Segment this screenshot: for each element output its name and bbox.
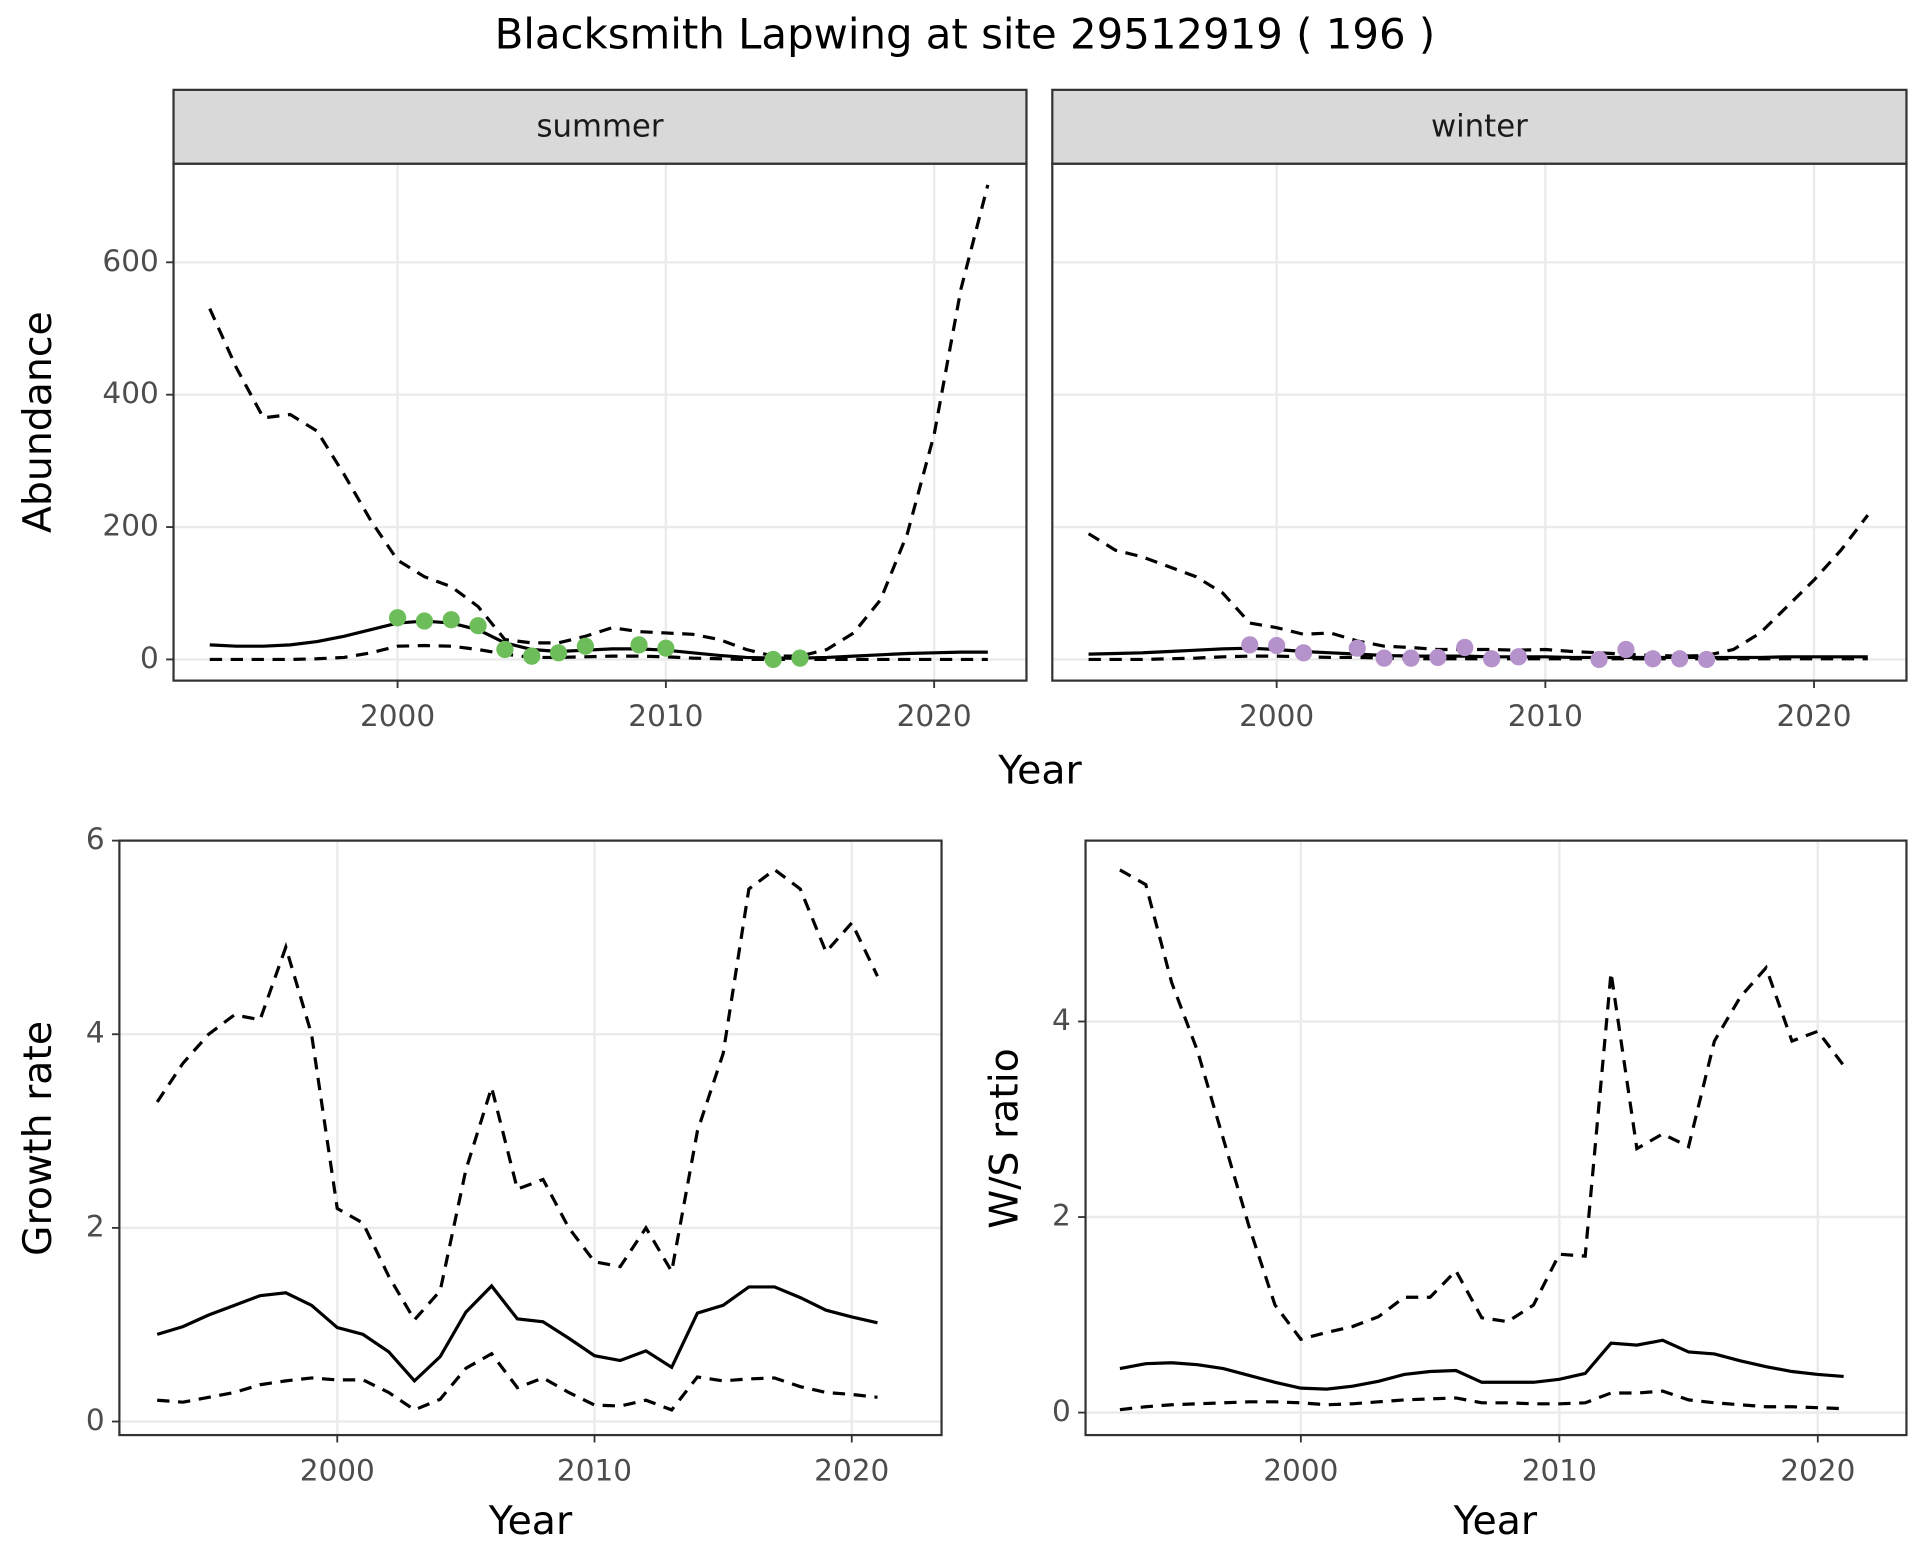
y-tick-label: 0 — [86, 1403, 105, 1437]
data-point — [1671, 650, 1689, 668]
panel-border — [118, 839, 943, 1437]
x-tick-label: 2020 — [1776, 699, 1851, 733]
series-line — [1087, 514, 1870, 658]
data-point — [523, 647, 541, 665]
data-point — [1456, 638, 1474, 657]
y-tick-label: 400 — [102, 376, 158, 410]
y-tick-label: 4 — [1052, 1003, 1071, 1037]
data-point — [549, 644, 568, 662]
panel — [119, 840, 942, 1436]
facet-label: winter — [1431, 108, 1528, 144]
x-tick-label: 2000 — [360, 699, 435, 733]
panel — [1085, 840, 1907, 1436]
x-tick-label: 2020 — [897, 699, 972, 733]
x-tick-label: 2010 — [1508, 699, 1583, 733]
series-line — [157, 1351, 878, 1412]
facet-strip — [172, 88, 1028, 165]
series-line — [155, 867, 879, 1323]
y-tick-label: 6 — [86, 822, 105, 856]
x-tick-label: 2000 — [300, 1453, 375, 1487]
y-axis-title: Growth rate — [15, 1021, 61, 1256]
series-line — [1119, 1338, 1844, 1391]
y-tick-label: 200 — [102, 509, 158, 543]
y-tick-label: 0 — [140, 641, 159, 675]
data-point — [388, 609, 407, 627]
x-tick-label: 2010 — [557, 1453, 632, 1487]
data-point — [1348, 639, 1366, 657]
y-tick-label: 2 — [1052, 1199, 1071, 1233]
x-tick-label: 2020 — [1780, 1453, 1855, 1487]
data-point — [1697, 650, 1716, 669]
x-tick-label: 2010 — [1522, 1453, 1597, 1487]
data-point — [1429, 648, 1447, 667]
x-tick-label: 2000 — [1263, 1453, 1338, 1487]
data-point — [1294, 644, 1313, 662]
facet-label: summer — [537, 108, 664, 144]
data-point — [1268, 636, 1286, 655]
data-point — [1375, 649, 1393, 667]
y-tick-label: 0 — [1052, 1394, 1071, 1428]
data-point — [496, 640, 514, 659]
y-tick-label: 2 — [86, 1209, 105, 1243]
panel — [1052, 163, 1907, 681]
y-tick-label: 600 — [102, 244, 158, 278]
panel-border — [1084, 839, 1908, 1437]
data-point — [657, 639, 675, 657]
y-axis-title: Abundance — [15, 311, 61, 533]
data-point — [415, 612, 434, 630]
data-point — [791, 649, 809, 667]
series-line — [1119, 868, 1845, 1342]
data-point — [469, 617, 487, 635]
data-point — [764, 650, 782, 669]
x-tick-label: 2000 — [1239, 699, 1314, 733]
x-axis-title: Year — [997, 747, 1082, 793]
x-tick-label: 2020 — [814, 1453, 889, 1487]
y-axis-title: W/S ratio — [981, 1048, 1027, 1229]
data-point — [1617, 640, 1635, 659]
figure-title: Blacksmith Lapwing at site 29512919 ( 19… — [495, 9, 1436, 58]
data-point — [1644, 650, 1662, 668]
series-line — [209, 619, 988, 660]
data-point — [576, 637, 594, 655]
y-tick-label: 4 — [86, 1016, 105, 1050]
data-point — [1402, 649, 1420, 667]
data-point — [630, 636, 648, 654]
data-point — [1241, 636, 1259, 654]
facet-strip — [1051, 88, 1908, 165]
x-tick-label: 2010 — [628, 699, 703, 733]
data-point — [1482, 650, 1501, 668]
series-line — [156, 1283, 878, 1384]
series-line — [1119, 1389, 1844, 1412]
series-line — [209, 643, 988, 662]
data-point — [442, 611, 460, 629]
panel — [173, 163, 1027, 681]
x-axis-title: Year — [1453, 1498, 1538, 1544]
data-point — [1509, 648, 1528, 666]
series-line — [1088, 654, 1868, 662]
data-point — [1590, 650, 1608, 669]
x-axis-title: Year — [488, 1498, 573, 1544]
